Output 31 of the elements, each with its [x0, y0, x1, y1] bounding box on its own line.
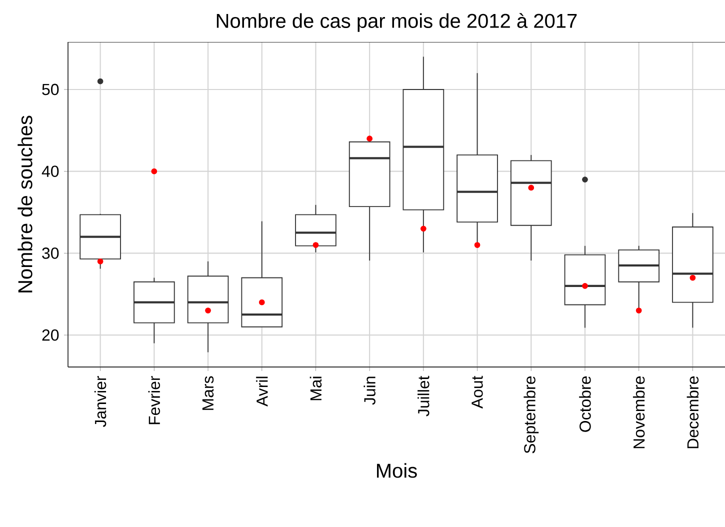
x-tick-label: Decembre — [686, 376, 699, 448]
x-tick-label: Juillet — [418, 376, 430, 416]
y-tick-label: 50 — [42, 84, 59, 96]
x-tick-label: Janvier — [94, 376, 106, 428]
point — [528, 184, 534, 191]
point — [636, 308, 642, 314]
x-tick-label: Juin — [364, 376, 376, 405]
y-tick-label: 30 — [42, 248, 59, 259]
x-tick-label: Avril — [256, 376, 268, 406]
x-tick-label: Mai — [310, 376, 322, 400]
x-tick-label: Novembre — [632, 376, 645, 448]
x-tick-label: Septembre — [524, 376, 539, 454]
point — [151, 168, 158, 174]
point — [474, 242, 480, 248]
x-tick-label: Mars — [202, 376, 214, 410]
y-tick-label: 40 — [42, 166, 59, 177]
point — [690, 274, 696, 281]
chart-title: Nombre de cas par mois de 2012 à 2017 — [216, 13, 577, 32]
point — [258, 299, 265, 306]
point — [205, 308, 211, 314]
y-axis-title: Nombre de souches — [18, 116, 32, 292]
point — [420, 226, 426, 232]
x-tick-label: Fevrier — [148, 376, 160, 424]
point — [97, 258, 104, 264]
point — [366, 136, 373, 142]
point — [312, 242, 319, 248]
x-tick-label: Octobre — [579, 376, 591, 432]
point — [582, 283, 588, 289]
x-axis-title: Mois — [377, 463, 417, 478]
y-tick-label: 20 — [42, 329, 59, 341]
x-tick-label: Aout — [472, 376, 483, 409]
